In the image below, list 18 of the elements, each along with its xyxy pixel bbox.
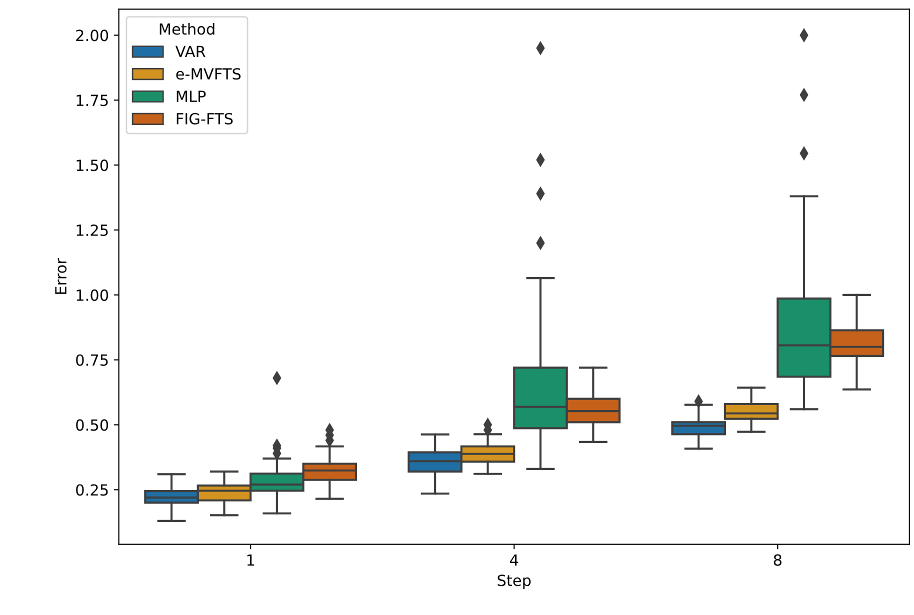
legend-label: VAR [175,46,206,58]
x-axis-title: Step [498,574,531,590]
y-tick-label: 1.50 [76,160,108,172]
legend-label: MLP [176,90,206,102]
legend-label: e-MVFTS [176,68,241,80]
y-tick-label: 0.50 [76,419,108,431]
y-axis-title: Error [55,258,67,294]
legend-title: Method [160,22,214,35]
y-tick-label: 2.00 [76,30,108,42]
x-tick-label: 4 [510,554,518,566]
x-tick-label: 1 [247,554,254,566]
legend-label: FIG-FTS [176,112,233,124]
x-tick-label: 8 [774,554,782,566]
y-tick-label: 1.00 [76,289,108,301]
y-tick-label: 1.25 [76,224,108,236]
y-tick-label: 0.75 [76,354,108,366]
y-tick-label: 1.75 [76,94,108,106]
y-tick-label: 0.25 [76,484,108,496]
